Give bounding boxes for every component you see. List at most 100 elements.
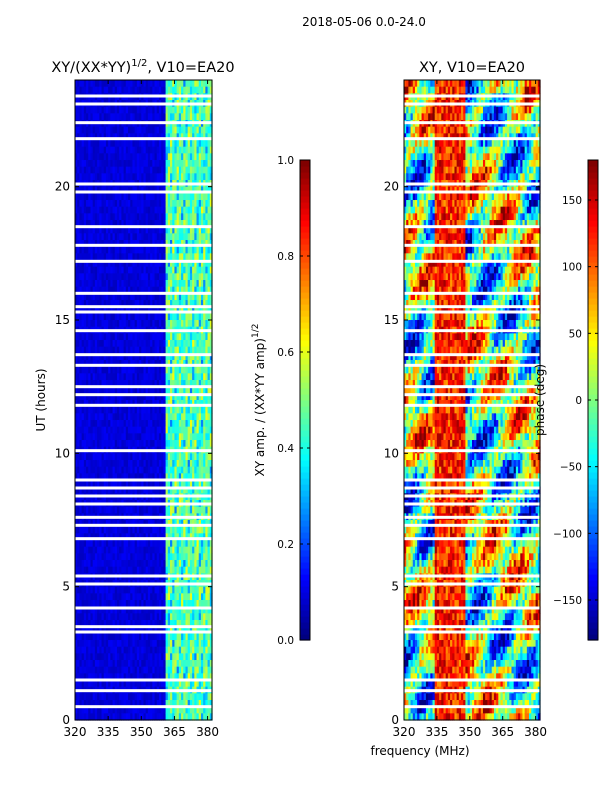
amplitude-cell xyxy=(156,153,160,161)
amplitude-cell xyxy=(125,546,129,554)
amplitude-cell xyxy=(110,700,114,708)
amplitude-cell xyxy=(121,406,125,414)
amplitude-cell xyxy=(156,333,160,341)
amplitude-cell xyxy=(105,606,109,614)
amplitude-cell xyxy=(75,433,78,441)
amplitude-cell xyxy=(92,660,96,668)
amplitude-cell xyxy=(94,480,98,488)
amplitude-cell xyxy=(103,253,107,261)
amplitude-cell xyxy=(170,673,173,681)
amplitude-cell xyxy=(158,613,162,621)
amplitude-cell xyxy=(172,213,176,221)
amplitude-cell xyxy=(172,306,176,314)
amplitude-cell xyxy=(116,286,120,294)
amplitude-cell xyxy=(83,140,87,148)
amplitude-cell xyxy=(161,273,164,281)
amplitude-cell xyxy=(130,640,134,648)
amplitude-cell xyxy=(158,413,162,421)
amplitude-cell xyxy=(165,160,169,168)
amplitude-cell xyxy=(94,613,98,621)
amplitude-cell xyxy=(143,680,147,688)
amplitude-cell xyxy=(163,626,167,634)
amplitude-cell xyxy=(170,286,173,294)
amplitude-cell xyxy=(136,613,140,621)
amplitude-cell xyxy=(101,293,105,301)
amplitude-cell xyxy=(75,220,78,228)
amplitude-cell xyxy=(128,153,131,161)
amplitude-cell xyxy=(90,613,94,621)
amplitude-cell xyxy=(150,546,153,554)
amplitude-cell xyxy=(125,693,129,701)
amplitude-cell xyxy=(88,660,92,668)
amplitude-cell xyxy=(143,460,147,468)
amplitude-cell xyxy=(145,413,149,421)
amplitude-cell xyxy=(83,200,87,208)
amplitude-heatmap xyxy=(75,80,213,721)
amplitude-cell xyxy=(81,546,85,554)
amplitude-cell xyxy=(110,140,114,148)
amplitude-cell xyxy=(97,713,100,721)
amplitude-cell xyxy=(112,306,116,314)
amplitude-cell xyxy=(123,660,127,668)
amplitude-cell xyxy=(92,413,96,421)
amplitude-cell xyxy=(174,400,178,408)
amplitude-cell xyxy=(167,433,171,441)
amplitude-cell xyxy=(158,80,162,88)
amplitude-cell xyxy=(114,613,118,621)
amplitude-cell xyxy=(101,306,105,314)
amplitude-cell xyxy=(123,133,127,141)
amplitude-cell xyxy=(147,226,151,234)
amplitude-cell xyxy=(143,693,147,701)
amplitude-cell xyxy=(130,240,134,248)
amplitude-cell xyxy=(86,213,89,221)
amplitude-cell xyxy=(141,626,145,634)
amplitude-cell xyxy=(105,133,109,141)
amplitude-cell xyxy=(101,233,105,241)
amplitude-cell xyxy=(143,166,147,174)
amplitude-cell xyxy=(147,346,151,354)
amplitude-cell xyxy=(139,166,142,174)
amplitude-cell xyxy=(81,173,85,181)
amplitude-cell xyxy=(161,566,164,574)
amplitude-cell xyxy=(165,173,169,181)
amplitude-cell xyxy=(130,473,134,481)
amplitude-cell xyxy=(90,486,94,494)
amplitude-cell xyxy=(119,406,122,414)
amplitude-cell xyxy=(139,406,142,414)
amplitude-cell xyxy=(103,386,107,394)
amplitude-cell xyxy=(150,386,153,394)
amplitude-cell xyxy=(112,240,116,248)
amplitude-cell xyxy=(86,660,89,668)
amplitude-cell xyxy=(154,466,158,474)
amplitude-cell xyxy=(128,133,131,141)
amplitude-cell xyxy=(128,620,131,628)
amplitude-cell xyxy=(158,600,162,608)
amplitude-cell xyxy=(170,426,173,434)
amplitude-cell xyxy=(101,166,105,174)
amplitude-cell xyxy=(86,546,89,554)
amplitude-cell xyxy=(134,206,138,214)
amplitude-cell xyxy=(112,113,116,121)
amplitude-cell xyxy=(103,360,107,368)
amplitude-cell xyxy=(136,146,140,154)
amplitude-cell xyxy=(79,526,83,534)
amplitude-cell xyxy=(103,680,107,688)
amplitude-cell xyxy=(112,373,116,381)
amplitude-cell xyxy=(92,113,96,121)
amplitude-cell xyxy=(92,253,96,261)
amplitude-cell xyxy=(90,406,94,414)
amplitude-cell xyxy=(121,126,125,134)
amplitude-cell xyxy=(147,700,151,708)
amplitude-cell xyxy=(156,673,160,681)
amplitude-cell xyxy=(143,206,147,214)
amplitude-cell xyxy=(75,373,78,381)
amplitude-cell xyxy=(110,620,114,628)
amplitude-cell xyxy=(112,673,116,681)
amplitude-cell xyxy=(128,166,131,174)
amplitude-cell xyxy=(90,526,94,534)
amplitude-cell xyxy=(77,366,81,374)
amplitude-cell xyxy=(132,566,136,574)
amplitude-cell xyxy=(172,373,176,381)
amplitude-cell xyxy=(145,386,149,394)
amplitude-cell xyxy=(86,460,89,468)
